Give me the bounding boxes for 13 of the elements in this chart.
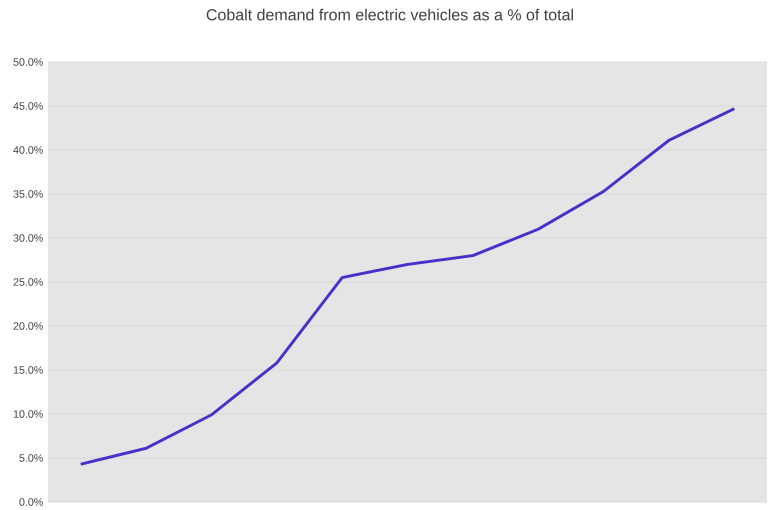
- y-tick-label: 15.0%: [14, 366, 43, 374]
- y-tick-label: 50.0%: [13, 58, 43, 66]
- y-tick-label: 5.0%: [19, 454, 43, 462]
- y-tick-label: 45.0%: [13, 102, 43, 110]
- y-tick-label: 40.0%: [13, 146, 43, 154]
- line-series: [79, 107, 736, 466]
- y-tick-label: 25.0%: [14, 278, 43, 286]
- y-tick-label: 0.0%: [19, 498, 43, 506]
- y-tick-label: 35.0%: [13, 190, 43, 198]
- y-tick-label: 20.0%: [14, 322, 43, 330]
- y-tick-label: 10.0%: [14, 410, 43, 418]
- y-tick-label: 30.0%: [13, 234, 43, 242]
- chart-title: Cobalt demand from electric vehicles as a % of total: [206, 8, 573, 20]
